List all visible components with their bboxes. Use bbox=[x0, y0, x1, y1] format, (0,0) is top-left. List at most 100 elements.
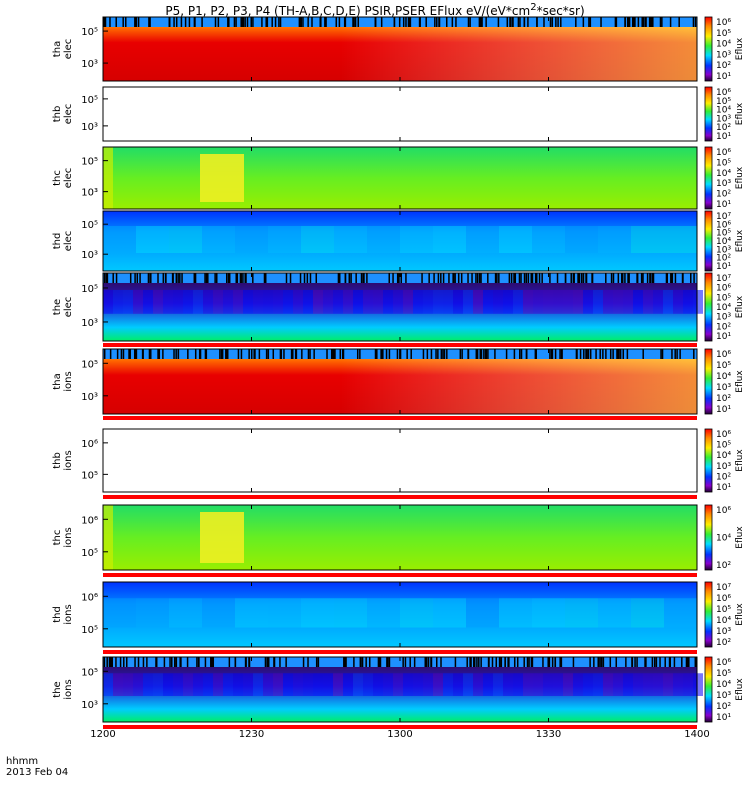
mode-bar-tick bbox=[651, 273, 654, 283]
mode-bar-tick bbox=[517, 17, 520, 27]
mode-bar-tick bbox=[103, 17, 105, 27]
spectrogram-cell bbox=[673, 673, 683, 696]
colorbar-tick-label: 10⁵ bbox=[716, 229, 731, 239]
mode-bar-tick bbox=[693, 273, 695, 283]
mode-indicator bbox=[103, 725, 697, 729]
mode-bar-tick bbox=[177, 273, 179, 283]
mode-bar-tick bbox=[666, 273, 668, 283]
mode-bar-tick bbox=[573, 273, 575, 283]
colorbar-tick-label: 10¹ bbox=[716, 332, 731, 342]
panel-thc-ions: thcions 10⁶ 10⁵ 10⁶ 10⁴ 10² Eflux bbox=[52, 504, 745, 577]
mode-bar-tick bbox=[428, 273, 430, 283]
mode-bar-tick bbox=[239, 273, 242, 283]
spectrogram-cell bbox=[213, 673, 223, 696]
mode-bar-tick bbox=[241, 17, 244, 27]
mode-bar-tick bbox=[487, 657, 490, 667]
colorbar-tick-label: 10⁶ bbox=[716, 284, 731, 294]
mode-bar-tick bbox=[233, 17, 236, 27]
mode-bar-tick bbox=[307, 349, 310, 359]
colorbar-tick-label: 10⁶ bbox=[716, 18, 731, 28]
mode-bar-tick bbox=[112, 273, 114, 283]
mode-bar-tick bbox=[523, 17, 526, 27]
spectrogram-cell bbox=[523, 290, 533, 314]
xtick-label: 1330 bbox=[536, 729, 561, 740]
spectrogram-cell bbox=[143, 673, 153, 696]
mode-bar-tick bbox=[627, 17, 630, 27]
spectrogram-cell bbox=[466, 598, 499, 628]
mode-bar-tick bbox=[466, 657, 468, 667]
mode-bar-tick bbox=[244, 273, 246, 283]
colorbar-tick-label: 10⁵ bbox=[716, 361, 731, 371]
mode-indicator bbox=[103, 495, 697, 499]
mode-bar-tick bbox=[335, 17, 338, 27]
colorbar-tick-label: 10³ bbox=[716, 50, 731, 60]
colorbar-tick-label: 10⁵ bbox=[716, 605, 731, 615]
mode-bar-tick bbox=[510, 273, 513, 283]
mode-bar-tick bbox=[498, 273, 500, 283]
spectrogram-cell bbox=[664, 598, 697, 628]
mode-bar-tick bbox=[136, 273, 139, 283]
mode-bar-tick bbox=[622, 349, 625, 359]
mode-bar-tick bbox=[487, 349, 489, 359]
mode-bar-tick bbox=[534, 349, 537, 359]
mode-bar-tick bbox=[406, 349, 408, 359]
colorbar-tick-label: 10⁵ bbox=[716, 29, 731, 39]
spectrogram-cell bbox=[653, 673, 663, 696]
mode-bar-tick bbox=[244, 17, 246, 27]
mode-bar-tick bbox=[393, 17, 396, 27]
mode-bar-tick bbox=[162, 273, 165, 283]
mode-bar-tick bbox=[126, 657, 128, 667]
spectrogram-cell bbox=[367, 226, 400, 253]
spectrogram-burst bbox=[200, 512, 244, 563]
colorbar-tick-label: 10² bbox=[716, 254, 731, 264]
spectrogram-cell bbox=[235, 598, 268, 628]
mode-bar-tick bbox=[116, 349, 119, 359]
mode-bar-tick bbox=[442, 349, 444, 359]
mode-bar-tick bbox=[460, 273, 463, 283]
spectrogram-cell bbox=[323, 290, 333, 314]
mode-bar-tick bbox=[580, 273, 583, 283]
mode-bar-tick bbox=[538, 273, 541, 283]
mode-bar-tick bbox=[476, 349, 479, 359]
spectrogram-cell bbox=[643, 673, 653, 696]
mode-bar-tick bbox=[589, 349, 592, 359]
spectrogram-cell bbox=[565, 226, 598, 253]
spectrogram-cell bbox=[463, 290, 473, 314]
mode-bar-tick bbox=[475, 349, 478, 359]
spectrogram-cell bbox=[593, 290, 603, 314]
spectrogram-cell bbox=[463, 673, 473, 696]
mode-bar-tick bbox=[352, 17, 354, 27]
mode-bar-tick bbox=[513, 349, 516, 359]
colorbar-tick-label: 10³ bbox=[716, 114, 731, 124]
colorbar-tick-label: 10⁴ bbox=[716, 451, 731, 461]
mode-bar-tick bbox=[473, 657, 475, 667]
spectrogram-cell bbox=[683, 290, 693, 314]
spectrogram-cell bbox=[334, 598, 367, 628]
mode-bar-tick bbox=[612, 273, 615, 283]
mode-bar-tick bbox=[591, 273, 594, 283]
ytick-label: 10³ bbox=[81, 700, 98, 711]
spectrogram-cell bbox=[123, 290, 133, 314]
mode-bar-tick bbox=[509, 17, 511, 27]
spectrogram-cell bbox=[133, 290, 143, 314]
mode-bar-tick bbox=[495, 657, 498, 667]
mode-bar-tick bbox=[692, 17, 695, 27]
mode-bar-tick bbox=[405, 17, 407, 27]
colorbar bbox=[704, 86, 713, 142]
spectrogram-cell bbox=[169, 226, 202, 253]
mode-bar-tick bbox=[518, 273, 521, 283]
mode-bar-tick bbox=[442, 273, 445, 283]
spectrogram-cell bbox=[253, 673, 263, 696]
mode-bar-tick bbox=[315, 273, 318, 283]
mode-bar-tick bbox=[129, 273, 132, 283]
mode-bar-tick bbox=[651, 657, 654, 667]
mode-bar-tick bbox=[467, 17, 470, 27]
ytick-label: 10⁵ bbox=[81, 220, 98, 231]
colorbar-tick-label: 10⁵ bbox=[716, 97, 731, 107]
spectrogram-cell bbox=[103, 226, 136, 253]
mode-bar-tick bbox=[122, 349, 125, 359]
mode-bar-tick bbox=[279, 657, 281, 667]
mode-bar-tick bbox=[172, 273, 174, 283]
mode-bar-tick bbox=[240, 17, 242, 27]
mode-bar-tick bbox=[413, 657, 416, 667]
